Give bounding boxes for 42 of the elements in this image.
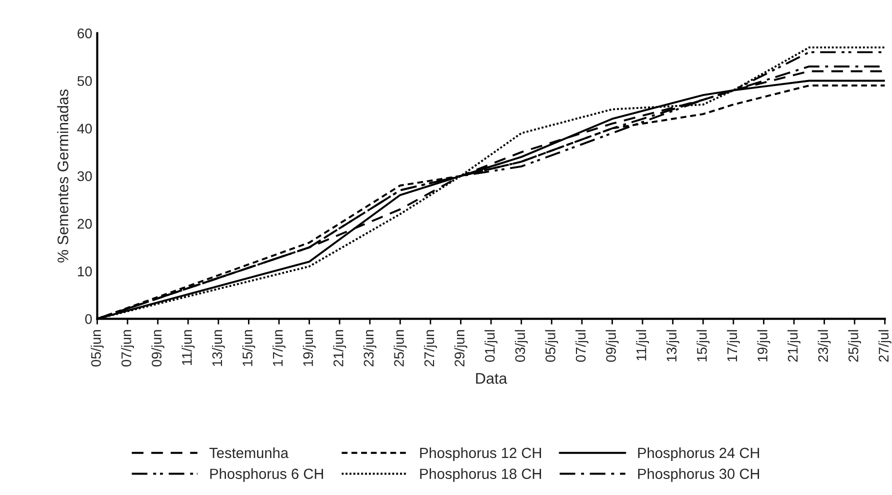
x-tick-label: 25/jul (848, 330, 862, 362)
x-tick-label: 15/jul (696, 330, 710, 362)
x-tick-label: 19/jul (757, 330, 770, 362)
y-tick-label: 60 (78, 28, 92, 38)
y-tick-label: 40 (77, 124, 92, 134)
x-tick-label: 15/jun (242, 330, 256, 366)
x-tick-label: 05/jun (90, 330, 104, 366)
x-tick-label: 11/jun (182, 330, 195, 365)
x-tick-label: 25/jun (394, 330, 407, 366)
legend-label: Testemunha (209, 447, 289, 458)
x-tick-label: 21/jun (333, 330, 346, 366)
x-tick-label: 01/jul (484, 330, 498, 362)
x-tick-label: 05/jul (545, 330, 558, 362)
x-tick-label: 11/jul (636, 330, 649, 360)
x-tick-label: 27/jul (878, 330, 892, 362)
x-tick-label: 07/jun (121, 330, 134, 366)
x-tick-label: 03/jul (514, 330, 528, 362)
x-tick-label: 13/jun (212, 330, 225, 366)
x-axis-title: Data (476, 373, 508, 384)
x-tick-label: 23/jul (818, 330, 831, 362)
y-tick-label: 20 (78, 218, 92, 229)
legend-label: Phosphorus 12 CH (420, 447, 542, 461)
x-tick-label: 23/jun (363, 330, 376, 366)
x-tick-label: 09/jul (606, 330, 619, 362)
x-tick-label: 17/jul (726, 330, 740, 362)
x-tick-label: 17/jun (272, 330, 286, 366)
y-tick-label: 30 (77, 171, 92, 182)
x-tick-label: 27/jun (424, 330, 437, 366)
y-tick-label: 10 (78, 266, 92, 276)
legend-label: Phosphorus 24 CH (638, 447, 760, 461)
legend-label: Phosphorus 6 CH (210, 468, 324, 482)
x-tick-label: 21/jul (788, 330, 800, 362)
legend-label: Phosphorus 30 CH (638, 468, 760, 482)
x-tick-label: 19/jun (302, 330, 316, 366)
x-tick-label: 07/jul (575, 330, 588, 362)
x-tick-label: 29/jun (454, 330, 468, 366)
y-tick-label: 50 (77, 76, 92, 86)
x-tick-label: 09/jun (151, 330, 164, 366)
x-tick-label: 13/jul (666, 330, 680, 362)
legend-label: Phosphorus 18 CH (420, 468, 542, 482)
y-axis-title: % Sementes Germinadas (57, 89, 68, 262)
y-tick-label: 0 (85, 314, 92, 324)
